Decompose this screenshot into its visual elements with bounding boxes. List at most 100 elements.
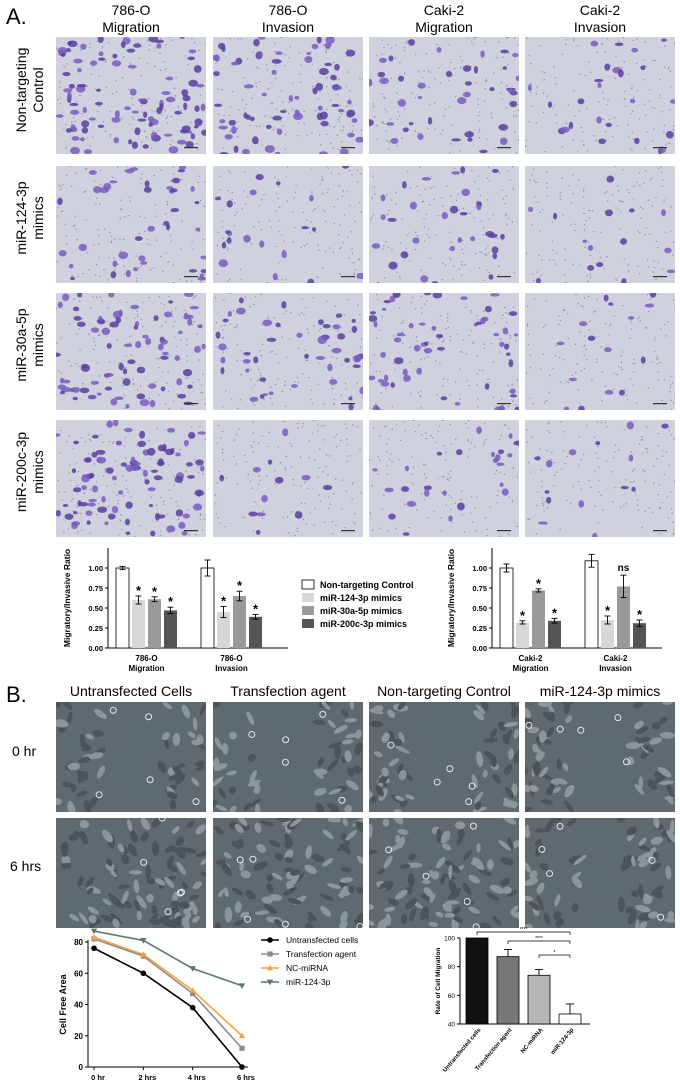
micrograph-r2-c1: [56, 166, 206, 283]
rate-chart-ytick-label: 100: [444, 936, 455, 943]
bar-786o-ytick-label: 0.50: [88, 604, 103, 613]
row-label-6hrs: 6 hrs: [10, 858, 42, 874]
line-chart-xtick-label: 6 hrs: [237, 1073, 255, 1082]
line-chart-xtick-label: 2 hrs: [138, 1073, 156, 1082]
line-chart-xtick-label: 0 hr: [91, 1073, 105, 1082]
line-chart-ytick-label: 80: [74, 938, 83, 947]
rate-sig-label: *: [554, 950, 556, 956]
line-point: [239, 1045, 245, 1051]
line-series-4: [93, 930, 243, 987]
rate-sig-bracket: [507, 940, 571, 944]
rate-chart-ylabel: Rate of Cell Migration: [435, 948, 442, 1015]
line-series-3: [93, 936, 243, 1037]
row-label-mir200c: miR-200c-3p mimics: [13, 431, 46, 513]
line-point: [189, 987, 196, 993]
micrograph-r4-c3: [369, 420, 519, 537]
row-label-mir30a: miR-30a-5p mimics: [13, 308, 46, 382]
bar-786o-bar: [200, 567, 215, 649]
bar-786o-sig-label: *: [221, 593, 227, 608]
rate-sig-bracket: [538, 954, 571, 958]
bar-caki2-bar: [548, 620, 561, 648]
bar-786o-ytick-label: 0.25: [88, 624, 103, 633]
rate-sig-label: ****: [520, 927, 528, 933]
micrograph-r2-c2: [213, 166, 363, 283]
bar-caki2-sig-label: *: [536, 576, 542, 591]
line-point: [140, 938, 147, 944]
micrograph-r3-c4: [525, 293, 675, 410]
scratch-image-r1-c3: [369, 702, 519, 812]
rate-chart-ytick-label: 60: [448, 993, 456, 1000]
legend-swatch-control: [301, 579, 315, 590]
row-label-control: Non-targeting Control: [13, 47, 46, 133]
column-header-caki2-migration: Caki-2 Migration: [415, 2, 473, 35]
row-label-0hr: 0 hr: [12, 743, 37, 759]
bar-caki2-sig-label: ns: [618, 563, 630, 574]
bar-caki2-ytick-label: 1.00: [472, 564, 487, 573]
rate-chart-ytick-label: 40: [448, 1022, 456, 1029]
line-legend-label: NC-miRNA: [286, 963, 328, 973]
micrograph-r4-c4: [525, 420, 675, 537]
bar-chart-caki2: 0.00 0.25 0.50 0.75 1.00 Migratory/Invasive R…: [446, 548, 662, 673]
bar-786o-bar: [115, 567, 130, 649]
bar-caki2-xtick-label: Invasion: [599, 664, 632, 673]
rate-sig-bracket: [476, 931, 571, 935]
bar-caki2-bar: [532, 590, 545, 648]
bar-chart-legend: Non-targeting Control miR-124-3p mimics …: [300, 578, 450, 639]
legend-marker: [266, 964, 274, 971]
micrograph-r4-c1: [56, 420, 206, 537]
line-series-1: [93, 947, 243, 1068]
bar-caki2-sig-label: *: [552, 605, 558, 620]
legend-label-mir200c: miR-200c-3p mimics: [320, 619, 407, 629]
line-point: [90, 928, 98, 935]
line-chart-xlabel: Time: [158, 1085, 179, 1086]
micrograph-r1-c3: [369, 37, 519, 154]
bar-caki2-ylabel: Migratory/Invasive Ratio: [446, 549, 456, 647]
scratch-image-r1-c2: [213, 702, 363, 812]
line-chart-xtick-label: 4 hrs: [188, 1073, 206, 1082]
bar-caki2-bar: [516, 622, 529, 648]
rate-chart-ytick-label: 80: [448, 964, 456, 971]
legend-swatch-mir200c: [302, 619, 314, 628]
line-chart-ytick-label: 0: [79, 1063, 84, 1072]
scratch-image-r1-c4: [525, 702, 675, 812]
scratch-image-r2-c3: [369, 818, 519, 928]
bar-786o-bar: [164, 610, 177, 648]
bar-caki2-ytick-label: 0.00: [472, 644, 487, 653]
micrograph-r3-c3: [369, 293, 519, 410]
bar-caki2-ytick-label: 0.25: [472, 624, 487, 633]
bar-caki2-bar: [584, 560, 599, 649]
line-legend-label: miR-124-3p: [286, 977, 331, 987]
bar-caki2-bar: [633, 623, 646, 648]
bar-786o-sig-label: *: [168, 594, 174, 609]
line-point: [90, 934, 98, 940]
panel-b-label: B.: [6, 682, 27, 707]
legend-marker: [267, 951, 273, 957]
bar-786o-bar: [249, 616, 262, 648]
rate-xtick-label: miR-124-3p: [550, 1027, 576, 1056]
rate-sig-label: ****: [535, 936, 543, 942]
bar-786o-bar: [132, 600, 145, 648]
line-chart-ylabel: Cell Free Area: [58, 973, 68, 1034]
line-series-2: [93, 938, 243, 1049]
bar-786o-sig-label: *: [136, 583, 142, 598]
bar-caki2-bar: [499, 567, 514, 649]
bar-786o-xtick-label: Invasion: [215, 664, 248, 673]
column-header-786o-invasion: 786-O Invasion: [261, 2, 315, 35]
bar-caki2-xtick-label: Caki-2: [518, 654, 543, 663]
bar-786o-xtick-label: 786-O: [135, 654, 157, 663]
bar-786o-ytick-label: 0.75: [88, 584, 103, 593]
column-header-transfection-agent: Transfection agent: [230, 683, 346, 699]
bar-chart-786o: 0.00 0.25 0.50 0.75 1.00 Migratory/Invasive R…: [62, 548, 288, 673]
micrograph-r2-c3: [369, 166, 519, 283]
bar-786o-xtick-label: 786-O: [220, 654, 242, 663]
column-header-caki2-invasion: Caki-2 Invasion: [573, 2, 627, 35]
line-point: [189, 1004, 196, 1011]
line-point: [189, 966, 196, 972]
bar-caki2-bar: [617, 586, 630, 648]
legend-swatch-mir124: [302, 593, 314, 602]
micrograph-r4-c2: [213, 420, 363, 537]
bar-caki2-xtick-label: Caki-2: [603, 654, 628, 663]
bar-786o-sig-label: *: [152, 584, 158, 599]
bar-786o-xtick-label: Migration: [129, 664, 165, 673]
